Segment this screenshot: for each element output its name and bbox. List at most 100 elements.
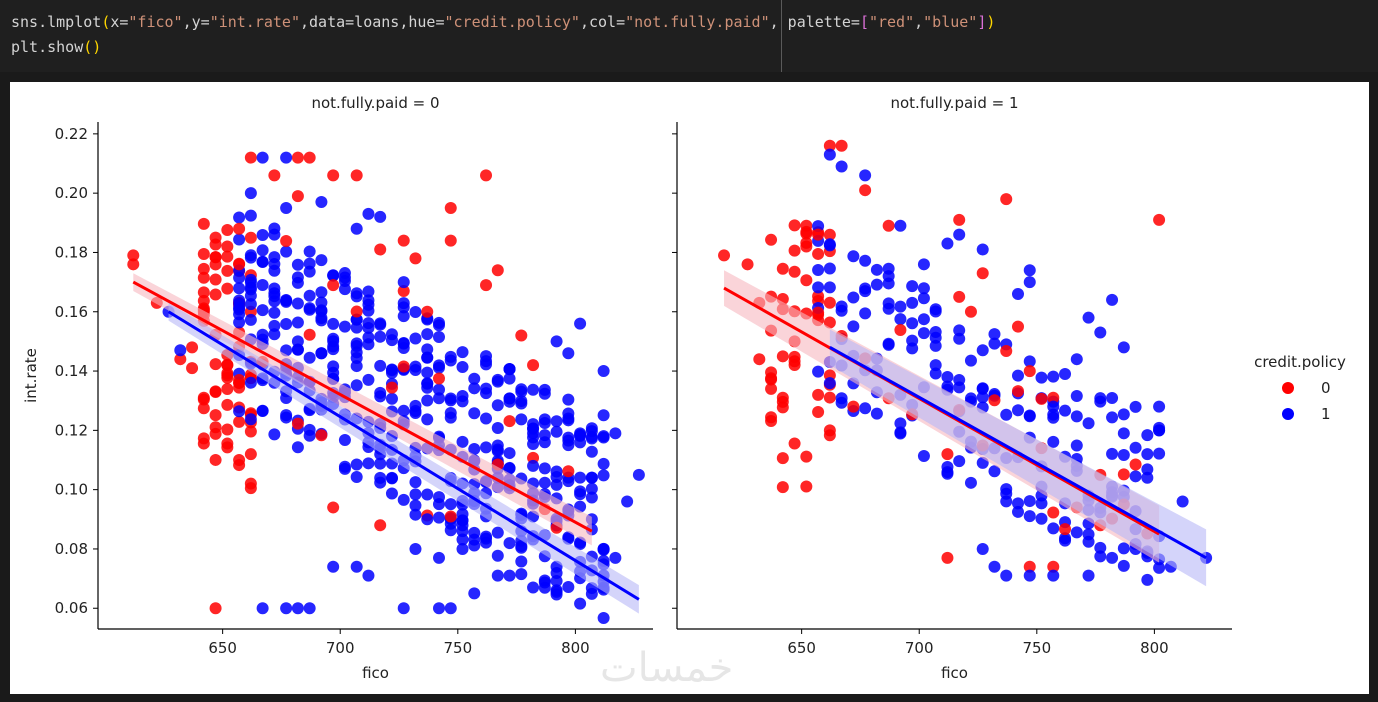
scatter-point-red [327,279,340,292]
scatter-point-blue [550,425,563,438]
scatter-point-blue [823,262,836,275]
code-cell[interactable]: sns.lmplot(x="fico",y="int.rate",data=lo… [0,0,1378,72]
scatter-point-blue [1070,526,1083,539]
scatter-point-blue [917,327,930,340]
scatter-point-red [233,415,246,428]
scatter-point-blue [421,488,434,501]
scatter-point-blue [432,491,445,504]
scatter-point-red [503,415,516,428]
scatter-point-red [480,279,493,292]
scatter-point-blue [906,296,919,309]
scatter-point-blue [1117,341,1130,354]
scatter-point-red [812,405,825,418]
scatter-point-blue [350,458,363,471]
scatter-point-blue [527,422,540,435]
scatter-point-blue [1082,569,1095,582]
scatter-point-blue [1141,471,1154,484]
scatter-point-blue [1106,411,1119,424]
scatter-point-blue [1047,411,1060,424]
line1-token: ,data=loans,hue= [300,13,445,31]
scatter-point-blue [527,581,540,594]
scatter-point-red [765,415,778,428]
scatter-point-blue [350,287,363,300]
scatter-point-blue [609,551,622,564]
scatter-point-blue [941,370,954,383]
scatter-point-blue [515,385,528,398]
scatter-point-red [374,243,387,256]
scatter-point-blue [550,465,563,478]
scatter-point-red [941,551,954,564]
scatter-point-blue [480,350,493,363]
scatter-point-blue [291,441,304,454]
y-tick-label: 0.14 [55,362,88,380]
scatter-point-blue [953,324,966,337]
scatter-point-red [847,400,860,413]
scatter-point-blue [456,519,469,532]
scatter-point-red [444,234,457,247]
scatter-point-blue [303,265,316,278]
scatter-point-blue [397,276,410,289]
scatter-point-blue [432,602,445,615]
scatter-point-blue [256,404,269,417]
regression-line-blue [829,346,1207,560]
scatter-point-red [1047,391,1060,404]
scatter-point-blue [233,233,246,246]
scatter-point-blue [397,602,410,615]
y-tick-label: 0.16 [55,303,88,321]
scatter-point-blue [468,407,481,420]
scatter-point-blue [976,391,989,404]
scatter-point-blue [1023,276,1036,289]
scatter-point-red [244,482,257,495]
scatter-point-blue [491,422,504,435]
scatter-point-blue [503,461,516,474]
scatter-point-blue [480,530,493,543]
scatter-point-blue [1129,441,1142,454]
scatter-point-red [291,151,304,164]
scatter-point-blue [291,258,304,271]
scatter-point-red [480,169,493,182]
scatter-point-blue [870,278,883,291]
scatter-point-blue [1106,551,1119,564]
scatter-point-blue [917,282,930,295]
scatter-point-blue [1023,569,1036,582]
scatter-point-blue [491,443,504,456]
scatter-point-blue [303,602,316,615]
facet-title: not.fully.paid = 1 [890,94,1018,112]
code-line-1[interactable]: sns.lmplot(x="fico",y="int.rate",data=lo… [11,12,995,32]
scatter-point-red [835,139,848,152]
scatter-point-blue [397,493,410,506]
x-tick-label: 750 [443,639,472,657]
scatter-point-blue [574,428,587,441]
scatter-point-blue [303,351,316,364]
scatter-point-blue [362,294,375,307]
scatter-point-red [197,271,210,284]
y-tick-label: 0.18 [55,243,88,261]
scatter-point-blue [1082,417,1095,430]
scatter-point-red [1000,193,1013,206]
scatter-point-blue [385,366,398,379]
scatter-point-blue [1023,510,1036,523]
scatter-point-blue [859,307,872,320]
scatter-point-blue [409,406,422,419]
scatter-point-blue [1106,391,1119,404]
scatter-point-blue [988,560,1001,573]
scatter-point-red [765,382,778,395]
scatter-point-red [421,305,434,318]
scatter-point-red [197,391,210,404]
scatter-point-red [882,219,895,232]
scatter-point-blue [1070,410,1083,423]
scatter-point-blue [597,365,610,378]
scatter-point-blue [1047,435,1060,448]
scatter-point-blue [421,328,434,341]
legend-marker-red [1282,382,1294,394]
scatter-point-blue [303,303,316,316]
scatter-point-blue [1082,528,1095,541]
scatter-point-red [765,373,778,386]
code-line-2[interactable]: plt.show() [11,37,101,57]
scatter-point-blue [515,397,528,410]
scatter-point-blue [1082,311,1095,324]
scatter-point-red [1023,560,1036,573]
y-axis-label: int.rate [22,348,40,403]
scatter-point-red [221,250,234,263]
scatter-point-blue [597,430,610,443]
